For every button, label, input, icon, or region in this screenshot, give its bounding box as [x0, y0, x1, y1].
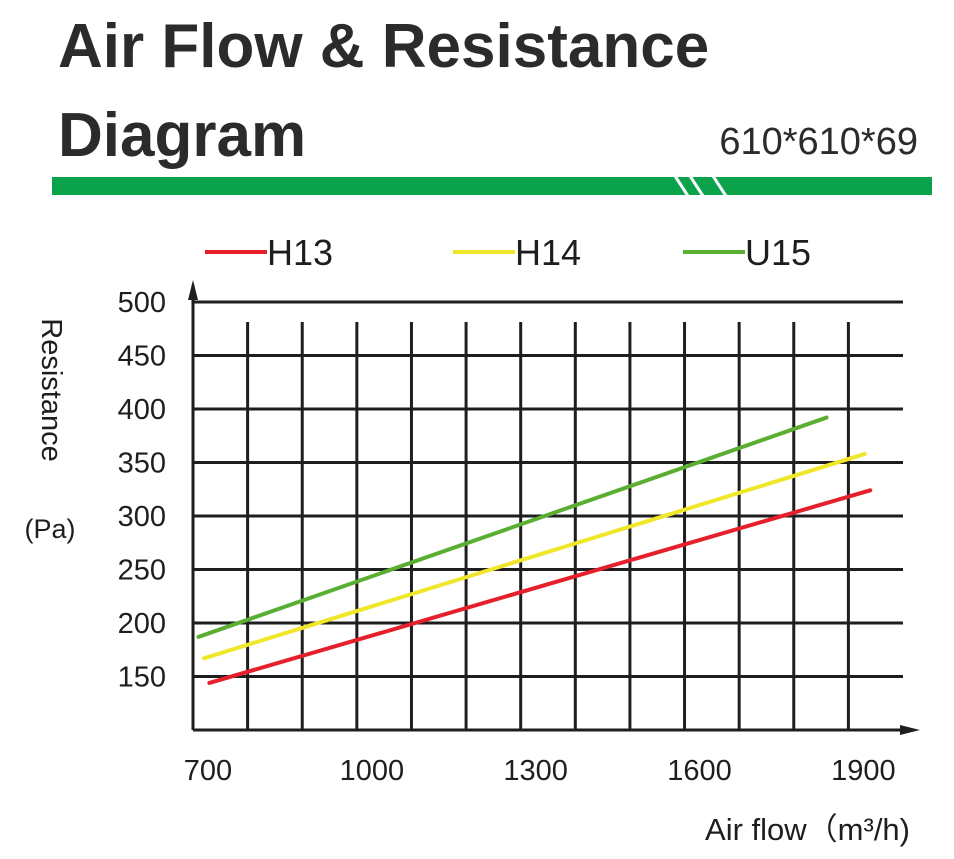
title-divider-bar [52, 175, 932, 197]
divider-slash-3 [711, 175, 728, 197]
x-tick-label: 700 [184, 755, 232, 787]
y-tick-label: 450 [118, 341, 166, 373]
series-line-h13 [207, 488, 873, 685]
y-tick-label: 300 [118, 501, 166, 533]
title-divider-rect [52, 177, 932, 195]
y-axis-label: Resistance [35, 318, 67, 461]
y-tick-label: 250 [118, 555, 166, 587]
x-tick-label: 1900 [831, 755, 896, 787]
x-tick-label: 1300 [503, 755, 568, 787]
series-line-h14 [201, 451, 867, 661]
y-axis-arrow [188, 280, 198, 300]
x-axis-label: Air flow（m³/h) [705, 812, 910, 847]
chart-title-line-2: Diagram [58, 101, 307, 170]
y-tick-label: 200 [118, 608, 166, 640]
chart-legend: H13 H14 U15 [205, 232, 811, 273]
y-tick-label: 150 [118, 662, 166, 694]
series-lines [196, 415, 873, 685]
chart-title-line-1: Air Flow & Resistance [58, 12, 710, 81]
legend-label-h14: H14 [515, 232, 581, 273]
y-axis-unit: (Pa) [24, 514, 75, 544]
divider-slash-1 [673, 175, 690, 197]
x-tick-label: 1000 [340, 755, 405, 787]
y-tick-labels: 150 200 250 300 350 400 450 500 [118, 287, 166, 694]
y-tick-label: 350 [118, 448, 166, 480]
chart-axes [188, 280, 920, 735]
legend-label-h13: H13 [267, 232, 333, 273]
divider-slash-2 [688, 175, 705, 197]
y-tick-label: 500 [118, 287, 166, 319]
y-tick-label: 400 [118, 394, 166, 426]
x-tick-labels: 700 1000 1300 1600 1900 [184, 755, 896, 787]
x-tick-label: 1600 [667, 755, 732, 787]
filter-size-label: 610*610*69 [719, 121, 918, 163]
legend-label-u15: U15 [745, 232, 811, 273]
series-line-u15 [196, 415, 829, 639]
x-axis-arrow [900, 725, 920, 735]
